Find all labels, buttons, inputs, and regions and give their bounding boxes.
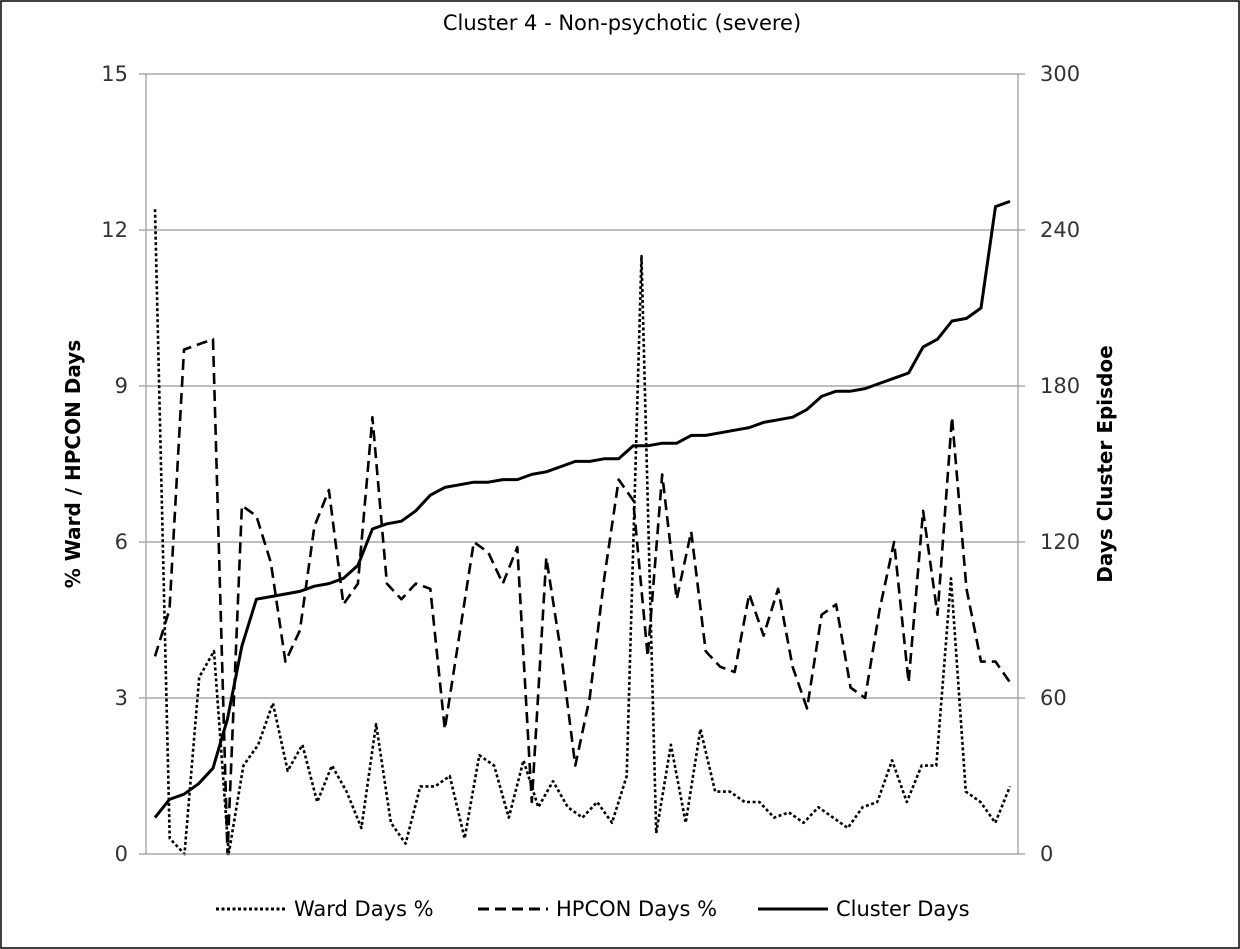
y-left-tick-label: 0 bbox=[115, 842, 128, 866]
y-right-tick-label: 60 bbox=[1040, 686, 1067, 710]
legend-item-cluster-days: Cluster Days bbox=[758, 897, 970, 921]
legend-label-hpcon-days: HPCON Days % bbox=[556, 897, 717, 921]
y-right-tick-label: 180 bbox=[1040, 374, 1080, 398]
axes bbox=[145, 74, 1019, 855]
legend: Ward Days % HPCON Days % Cluster Days bbox=[216, 897, 970, 921]
y-left-tick-label: 6 bbox=[115, 530, 128, 554]
series-line-hpcon-days bbox=[153, 337, 1012, 856]
y-right-tick-label: 240 bbox=[1040, 218, 1080, 242]
y-left-tick-label: 12 bbox=[101, 218, 128, 242]
y-left-tick-label: 15 bbox=[101, 62, 128, 86]
y-axis-right-title: Days Cluster Episdoe bbox=[1093, 345, 1117, 582]
y-left-tick-label: 3 bbox=[115, 686, 128, 710]
y-right-tick-label: 120 bbox=[1040, 530, 1080, 554]
series-line-ward-days bbox=[153, 209, 1012, 856]
y-left-tick-label: 9 bbox=[115, 374, 128, 398]
chart-title: Cluster 4 - Non-psychotic (severe) bbox=[443, 11, 801, 35]
y-right-tick-label: 0 bbox=[1040, 842, 1053, 866]
y-axis-left-ticks: 0 3 6 9 12 15 bbox=[101, 62, 146, 866]
y-axis-right-ticks: 0 60 120 180 240 300 bbox=[1018, 62, 1080, 866]
y-axis-left-title: % Ward / HPCON Days bbox=[61, 340, 85, 588]
legend-label-cluster-days: Cluster Days bbox=[836, 897, 970, 921]
series-line-cluster-days bbox=[153, 199, 1011, 819]
gridlines bbox=[146, 73, 1018, 699]
y-right-tick-label: 300 bbox=[1040, 62, 1080, 86]
plot-area bbox=[153, 199, 1012, 856]
legend-item-hpcon-days: HPCON Days % bbox=[478, 897, 717, 921]
legend-label-ward-days: Ward Days % bbox=[294, 897, 434, 921]
legend-item-ward-days: Ward Days % bbox=[216, 897, 434, 921]
